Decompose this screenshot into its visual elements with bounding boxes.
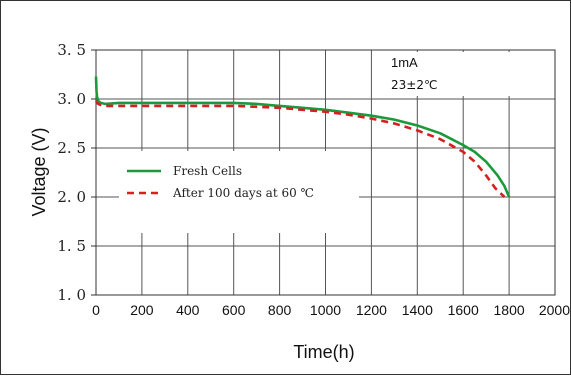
x-axis-ticks: 0 200 400 600 800 1000 1200 1400 1600 1800 2000 — [92, 302, 570, 318]
x-tick-label: 1600 — [448, 302, 479, 318]
x-tick-label: 1400 — [402, 302, 433, 318]
x-tick-label: 0 — [92, 302, 100, 318]
x-tick-label: 200 — [130, 302, 154, 318]
plot-border — [95, 49, 556, 296]
legend-box — [119, 151, 359, 233]
legend-label-after-100-days: After 100 days at 60 ℃ — [172, 186, 314, 200]
y-tick-label: 3. 5 — [57, 41, 86, 59]
y-tick-label: 2. 5 — [57, 139, 86, 157]
x-tick-label: 1800 — [494, 302, 525, 318]
x-tick-label: 400 — [176, 302, 200, 318]
x-tick-label: 1200 — [356, 302, 387, 318]
series-line-fresh-cells — [94, 76, 511, 198]
y-axis-ticks: 1. 0 1. 5 2. 0 2. 5 3. 0 3. 5 — [57, 41, 96, 304]
series-line-after-100-days — [94, 100, 506, 198]
y-tick-label: 1. 0 — [57, 286, 86, 304]
x-tick-label: 1000 — [310, 302, 341, 318]
annotation-temperature: 23±2℃ — [391, 78, 437, 92]
x-tick-label: 2000 — [539, 302, 570, 318]
x-axis-title: Time(h) — [293, 342, 354, 362]
y-axis-title: Voltage (V) — [29, 127, 49, 216]
y-tick-label: 1. 5 — [57, 237, 86, 255]
x-tick-label: 600 — [222, 302, 246, 318]
annotation-box — [384, 52, 552, 96]
legend-label-fresh-cells: Fresh Cells — [173, 164, 242, 178]
series-group — [94, 76, 511, 198]
y-tick-label: 2. 0 — [57, 188, 86, 206]
y-tick-label: 3. 0 — [57, 90, 86, 108]
annotation-current: 1mA — [391, 55, 418, 70]
x-tick-label: 800 — [268, 302, 292, 318]
